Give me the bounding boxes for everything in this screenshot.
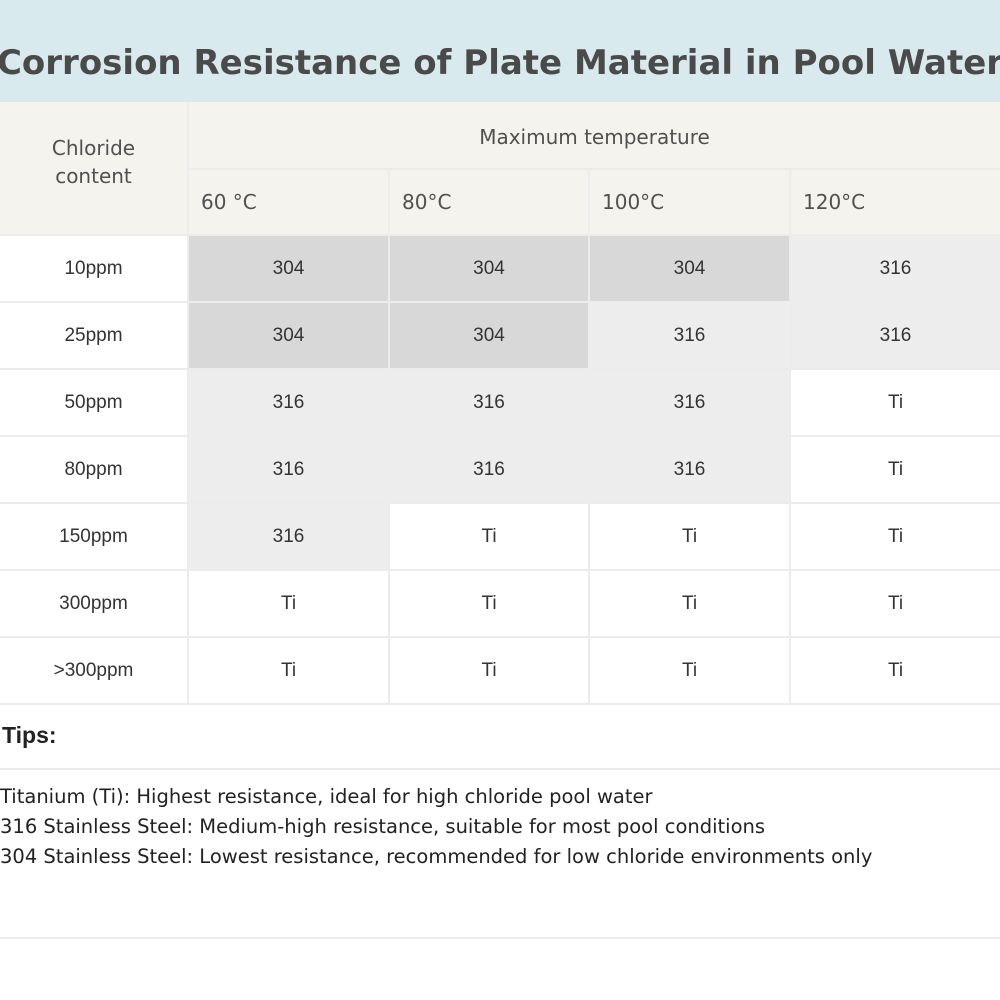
- chloride-level-cell: 50ppm: [0, 368, 189, 437]
- material-cell: 304: [187, 301, 390, 370]
- material-cell: Ti: [789, 502, 1000, 571]
- material-cell: 304: [588, 234, 791, 303]
- material-cell: Ti: [187, 569, 390, 638]
- material-cell: 316: [789, 301, 1000, 370]
- material-cell: 316: [388, 368, 590, 437]
- table-row: 50ppm 316 316 316 Ti: [0, 368, 1000, 437]
- table-row: 10ppm 304 304 304 316: [0, 234, 1000, 303]
- material-cell: 304: [388, 234, 590, 303]
- tip-304-steel: 304 Stainless Steel: Lowest resistance, …: [0, 845, 873, 868]
- material-cell: Ti: [187, 636, 390, 705]
- material-cell: 316: [588, 435, 791, 504]
- material-cell: Ti: [588, 636, 791, 705]
- material-cell: Ti: [789, 435, 1000, 504]
- material-cell: Ti: [588, 569, 791, 638]
- table-body: 10ppm 304 304 304 316 25ppm 304 304 316 316 50ppm 3…: [0, 234, 1000, 705]
- temp-header-60: 60 °C: [188, 168, 390, 236]
- material-cell: 316: [187, 368, 390, 437]
- material-cell: Ti: [789, 569, 1000, 638]
- chloride-level-cell: 300ppm: [0, 569, 189, 638]
- material-cell: 316: [187, 435, 390, 504]
- temp-header-120: 120°C: [789, 168, 1000, 236]
- material-cell: 316: [187, 502, 390, 571]
- table-row: 25ppm 304 304 316 316: [0, 301, 1000, 370]
- corrosion-table: Chloride content Maximum temperature 60 °…: [0, 102, 1000, 705]
- tips-heading: Tips:: [2, 722, 57, 748]
- max-temperature-header: Maximum temperature: [187, 102, 1000, 170]
- material-cell: Ti: [388, 502, 590, 571]
- table-row: 80ppm 316 316 316 Ti: [0, 435, 1000, 504]
- tip-titanium: Titanium (Ti): Highest resistance, ideal…: [0, 785, 653, 808]
- divider: [0, 768, 1000, 770]
- table-row: 150ppm 316 Ti Ti Ti: [0, 502, 1000, 571]
- divider: [0, 937, 1000, 939]
- table-row: >300ppm Ti Ti Ti Ti: [0, 636, 1000, 705]
- chloride-level-cell: 80ppm: [0, 435, 189, 504]
- material-cell: Ti: [789, 636, 1000, 705]
- material-cell: Ti: [789, 368, 1000, 437]
- tip-316-steel: 316 Stainless Steel: Medium-high resista…: [0, 815, 766, 838]
- chloride-level-cell: >300ppm: [0, 636, 189, 705]
- material-cell: Ti: [388, 569, 590, 638]
- chloride-level-cell: 150ppm: [0, 502, 189, 571]
- tips-list: Titanium (Ti): Highest resistance, ideal…: [0, 782, 1000, 872]
- material-cell: 316: [388, 435, 590, 504]
- chloride-level-cell: 25ppm: [0, 301, 189, 370]
- temp-header-100: 100°C: [588, 168, 791, 236]
- table-row: 300ppm Ti Ti Ti Ti: [0, 569, 1000, 638]
- chloride-content-header: Chloride content: [0, 102, 189, 236]
- temp-header-80: 80°C: [388, 168, 590, 236]
- material-cell: Ti: [588, 502, 791, 571]
- material-cell: Ti: [388, 636, 590, 705]
- material-cell: 316: [588, 368, 791, 437]
- title-banner: Corrosion Resistance of Plate Material i…: [0, 0, 1000, 102]
- page-title: Corrosion Resistance of Plate Material i…: [0, 43, 1000, 83]
- material-cell: 316: [789, 234, 1000, 303]
- material-cell: 304: [187, 234, 390, 303]
- material-cell: 316: [588, 301, 791, 370]
- material-cell: 304: [388, 301, 590, 370]
- chloride-level-cell: 10ppm: [0, 234, 189, 303]
